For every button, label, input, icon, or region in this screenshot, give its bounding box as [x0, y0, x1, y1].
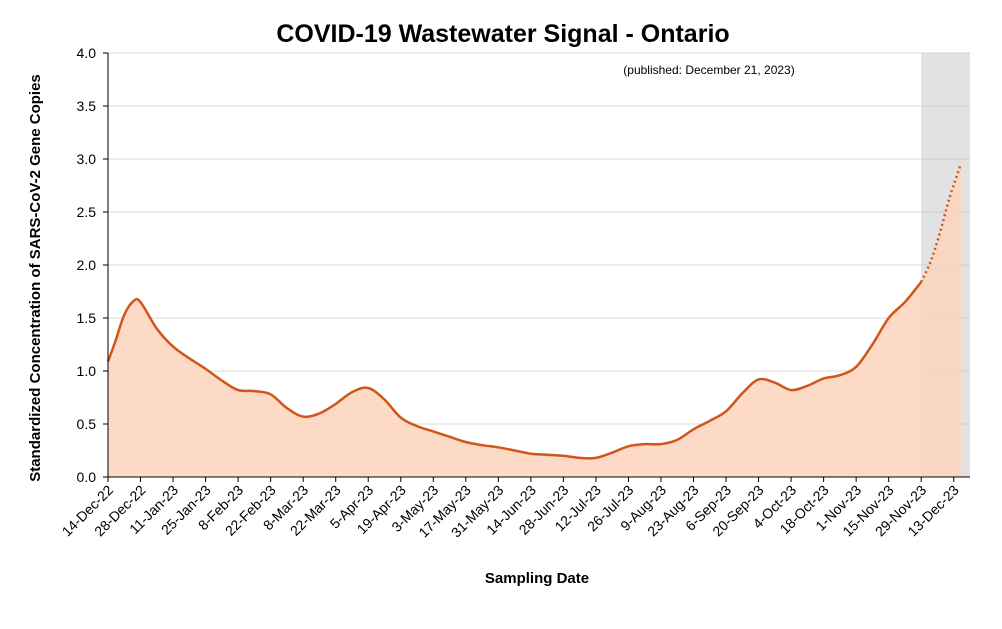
series-line [106, 281, 923, 460]
grid-lines [108, 52, 970, 425]
y-tick-label: 0.5 [77, 416, 97, 432]
x-tick-labels: 14-Dec-2228-Dec-2211-Jan-2325-Jan-238-Fe… [59, 477, 962, 540]
series-area-fill [108, 164, 961, 478]
y-tick-label: 0.0 [77, 469, 97, 485]
y-tick-label: 3.5 [77, 98, 97, 114]
y-tick-label: 2.0 [77, 257, 97, 273]
y-axis-label: Standardized Concentration of SARS-CoV-2… [27, 74, 44, 482]
x-axis-label: Sampling Date [485, 570, 589, 587]
chart-title: COVID-19 Wastewater Signal - Ontario [276, 20, 729, 48]
y-tick-label: 1.0 [77, 363, 97, 379]
y-tick-label: 1.5 [77, 310, 97, 326]
y-tick-label: 3.0 [77, 151, 97, 167]
published-annotation: (published: December 21, 2023) [623, 63, 794, 77]
y-tick-label: 2.5 [77, 204, 97, 220]
area-series [106, 163, 962, 478]
y-tick-label: 4.0 [77, 45, 97, 61]
y-tick-labels: 0.0 0.5 1.0 1.5 2.0 2.5 3.0 3.5 4.0 [77, 45, 108, 485]
